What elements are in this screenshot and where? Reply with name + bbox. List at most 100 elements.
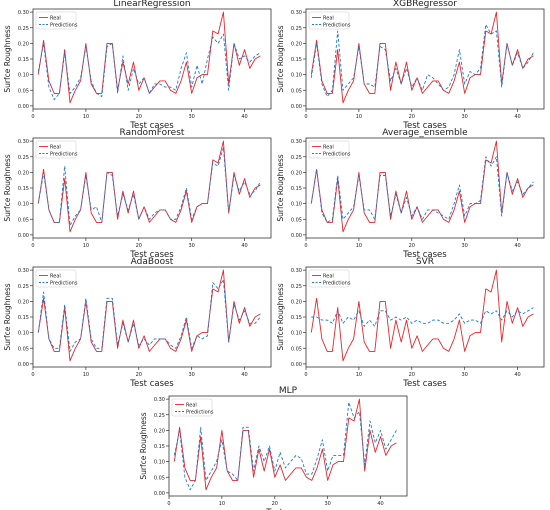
legend-label-real: Real [50, 144, 61, 150]
x-tick-label: 10 [83, 243, 89, 249]
y-tick-label: 0.25 [291, 26, 302, 32]
legend-label-real: Real [323, 273, 334, 279]
y-tick-label: 0.10 [291, 202, 302, 208]
y-tick-label: 0.05 [291, 346, 302, 352]
legend-label-predictions: Predictions [323, 151, 351, 157]
y-tick-label: 0.20 [18, 41, 29, 47]
series-line-predictions [37, 279, 261, 352]
x-tick-label: 30 [461, 243, 467, 249]
y-tick-label: 0.15 [18, 57, 29, 63]
y-tick-label: 0.30 [18, 10, 29, 16]
legend-label-real: Real [50, 15, 61, 21]
x-tick-label: 40 [514, 114, 520, 120]
y-axis-label: Surfce Roughness [276, 154, 285, 221]
series-line-real [310, 269, 534, 362]
x-axis-label: Test cases [402, 250, 447, 260]
legend-label-predictions: Predictions [50, 280, 78, 286]
y-tick-label: 0.25 [291, 284, 302, 290]
y-tick-label: 0.20 [154, 428, 165, 434]
y-tick-label: 0.10 [291, 331, 302, 337]
y-tick-label: 0.20 [291, 299, 302, 305]
y-tick-label: 0.05 [18, 88, 29, 94]
x-tick-label: 10 [356, 243, 362, 249]
legend-label-real: Real [186, 402, 197, 408]
series-line-predictions [37, 146, 261, 226]
y-tick-label: 0.10 [18, 202, 29, 208]
y-tick-label: 0.10 [291, 73, 302, 79]
x-tick-label: 0 [304, 372, 307, 378]
x-tick-label: 10 [83, 372, 89, 378]
chart-title: XGBRegressor [393, 0, 457, 9]
x-tick-label: 10 [356, 372, 362, 378]
y-tick-label: 0.15 [154, 444, 165, 450]
series-line-predictions [310, 156, 534, 223]
series-line-predictions [37, 33, 261, 101]
y-axis-label: Surfce Roughness [3, 25, 12, 92]
legend-label-predictions: Predictions [50, 22, 78, 28]
x-tick-label: 40 [514, 372, 520, 378]
y-tick-label: 0.10 [154, 460, 165, 466]
y-tick-label: 0.20 [291, 41, 302, 47]
y-tick-label: 0.10 [18, 73, 29, 79]
y-tick-label: 0.20 [18, 170, 29, 176]
chart-panel-3: RandomForest 0.00 0.05 0.10 0.15 0.20 0.25 0.30… [3, 128, 272, 260]
y-tick-label: 0.30 [18, 268, 29, 274]
y-tick-label: 0.25 [18, 155, 29, 161]
legend-label-real: Real [50, 273, 61, 279]
y-tick-label: 0.25 [18, 26, 29, 32]
y-tick-label: 0.05 [291, 88, 302, 94]
x-tick-label: 40 [514, 243, 520, 249]
x-tick-label: 20 [272, 501, 278, 507]
y-tick-label: 0.10 [18, 331, 29, 337]
legend-label-predictions: Predictions [186, 409, 214, 415]
y-axis-label: Surfce Roughness [3, 283, 12, 350]
y-tick-label: 0.30 [291, 10, 302, 16]
chart-panel-6: SVR 0.00 0.05 0.10 0.15 0.20 0.25 0.30 0 10 20 30 40… [276, 257, 545, 389]
chart-panel-4: Average_ensemble 0.00 0.05 0.10 0.15 0.20 0.25… [276, 128, 545, 260]
legend-label-real: Real [323, 15, 334, 21]
y-tick-label: 0.15 [18, 186, 29, 192]
y-tick-label: 0.30 [18, 139, 29, 145]
x-axis-label: Test cases [129, 250, 174, 260]
x-tick-label: 30 [188, 114, 194, 120]
y-tick-label: 0.15 [291, 315, 302, 321]
y-tick-label: 0.00 [291, 233, 302, 239]
x-tick-label: 0 [31, 372, 34, 378]
y-tick-label: 0.00 [18, 233, 29, 239]
y-tick-label: 0.15 [18, 315, 29, 321]
chart-panel-1: LinearRegression 0.00 0.05 0.10 0.15 0.20 0.25… [3, 0, 272, 131]
x-tick-label: 10 [83, 114, 89, 120]
y-axis-label: Surfce Roughness [139, 412, 148, 479]
x-axis-label: Test cases [129, 379, 174, 389]
x-tick-label: 0 [167, 501, 170, 507]
y-axis-label: Surfce Roughness [276, 283, 285, 350]
y-axis-label: Surfce Roughness [276, 25, 285, 92]
y-tick-label: 0.30 [154, 397, 165, 403]
legend-label-real: Real [323, 144, 334, 150]
x-tick-label: 40 [241, 114, 247, 120]
x-tick-label: 0 [304, 243, 307, 249]
y-tick-label: 0.00 [154, 491, 165, 497]
x-tick-label: 20 [409, 114, 415, 120]
x-tick-label: 30 [461, 114, 467, 120]
chart-panel-5: AdaBoost 0.00 0.05 0.10 0.15 0.20 0.25 0.30 0 10 2… [3, 257, 272, 389]
series-line-predictions [310, 24, 534, 97]
x-tick-label: 20 [409, 372, 415, 378]
y-tick-label: 0.30 [291, 139, 302, 145]
x-tick-label: 30 [188, 243, 194, 249]
legend-label-predictions: Predictions [323, 280, 351, 286]
x-tick-label: 10 [219, 501, 225, 507]
y-tick-label: 0.00 [18, 362, 29, 368]
y-tick-label: 0.25 [18, 284, 29, 290]
x-tick-label: 0 [31, 114, 34, 120]
x-axis-label: Test cases [402, 121, 447, 131]
chart-title: Average_ensemble [382, 128, 468, 138]
y-tick-label: 0.05 [154, 475, 165, 481]
x-tick-label: 30 [324, 501, 330, 507]
series-line-predictions [173, 401, 397, 491]
